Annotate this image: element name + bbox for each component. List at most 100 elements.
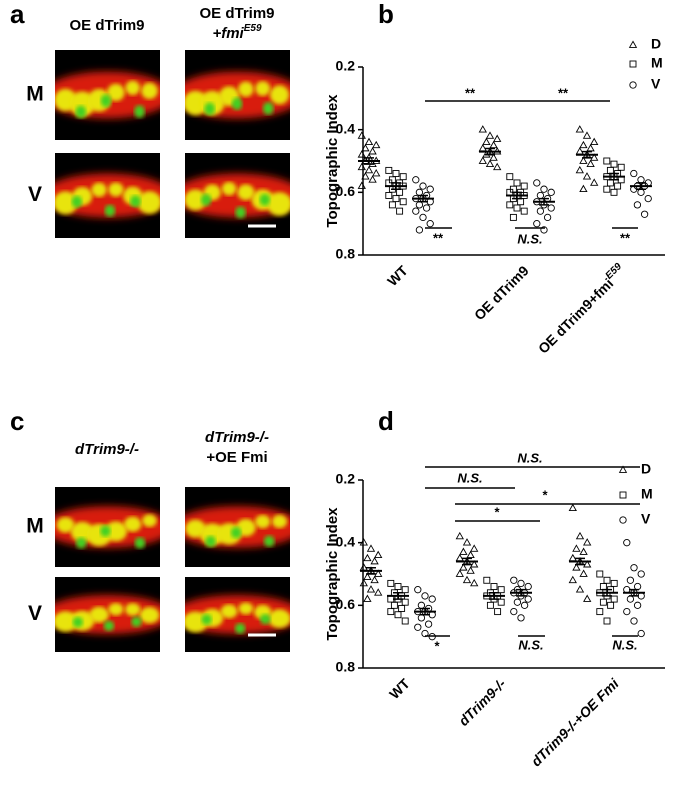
point [390, 601, 398, 609]
green-blob [201, 614, 212, 625]
row-label: M [26, 515, 44, 538]
green-blob [131, 616, 142, 627]
point [489, 153, 498, 161]
green-blob [235, 206, 246, 219]
error-bar [602, 588, 612, 597]
y-tick-label: 0.4 [336, 533, 356, 549]
y-tick-label: 0.2 [336, 471, 356, 487]
point [419, 213, 427, 222]
yellow-blob [271, 514, 288, 529]
point [623, 539, 631, 547]
point [372, 140, 381, 149]
micrograph [185, 153, 290, 238]
point [533, 179, 541, 187]
point [490, 583, 498, 590]
green-blob [205, 535, 216, 548]
point [421, 592, 429, 600]
yellow-blob [268, 609, 290, 628]
point [517, 198, 525, 206]
point [363, 572, 372, 580]
point [401, 586, 409, 594]
y-tick-label: 0.4 [336, 120, 356, 136]
point [387, 608, 395, 616]
point [357, 181, 366, 189]
error-bar [609, 172, 619, 181]
point [426, 185, 434, 193]
point [590, 178, 599, 186]
legend-label: D [641, 461, 651, 477]
error-bar [418, 194, 428, 203]
point [415, 188, 424, 196]
point [610, 188, 618, 196]
significance-label: N.S. [612, 637, 637, 652]
point [633, 601, 642, 609]
x-tick-label: OE dTrim9 [471, 262, 532, 323]
green-blob [264, 535, 275, 547]
error-bar [512, 191, 522, 200]
panel-letter: c [10, 406, 24, 436]
legend-label: V [651, 76, 661, 92]
point [363, 553, 372, 562]
significance-label: N.S. [517, 450, 542, 465]
row-label: M [26, 83, 44, 106]
point [426, 220, 434, 228]
green-blob [231, 97, 243, 111]
point [357, 162, 366, 171]
point [364, 137, 374, 146]
point [623, 607, 631, 616]
point [510, 576, 518, 584]
error-bar [485, 147, 495, 156]
micrograph-content [185, 173, 290, 219]
y-tick-label: 0.2 [336, 58, 356, 74]
point [596, 570, 604, 578]
significance-label: ** [558, 85, 569, 100]
legend-label: D [651, 36, 661, 52]
point [470, 544, 479, 552]
x-tick-label: WT [386, 675, 413, 702]
legend-label: M [651, 55, 663, 71]
point [582, 172, 592, 180]
error-bar [420, 607, 430, 616]
yellow-blob [125, 80, 141, 96]
legend-label: V [641, 511, 651, 527]
point [385, 192, 393, 199]
error-bar [366, 566, 376, 575]
point [572, 544, 581, 552]
error-bar [489, 592, 499, 600]
point [517, 614, 525, 622]
point [586, 143, 595, 152]
yellow-blob [266, 192, 290, 216]
micrograph-content [55, 71, 160, 119]
point [524, 582, 532, 591]
point [568, 503, 577, 512]
panel-letter: d [378, 406, 394, 436]
point [533, 220, 541, 228]
point [419, 182, 427, 190]
point [428, 595, 436, 603]
significance-label: * [434, 638, 440, 653]
micrograph [55, 487, 160, 567]
point [610, 595, 618, 603]
yellow-blob [221, 181, 237, 196]
point [520, 601, 529, 609]
green-blob [134, 105, 145, 118]
green-blob [130, 195, 141, 208]
chart: 0.2 0.4 0.6 0.8 Topographic Index WT OE dTrim9… [324, 36, 665, 356]
point [637, 570, 645, 578]
point [372, 169, 381, 177]
point [470, 578, 479, 587]
row-label: V [28, 602, 42, 625]
point [486, 601, 494, 609]
error-bar [629, 588, 639, 597]
column-label: dTrim9-/- [205, 429, 269, 446]
y-tick-label: 0.8 [336, 246, 356, 262]
error-bar [393, 592, 403, 600]
point [370, 575, 379, 584]
micrograph-content [55, 595, 160, 634]
green-blob [259, 613, 271, 625]
yellow-blob [220, 604, 238, 619]
point [414, 586, 422, 594]
point [644, 194, 652, 203]
point [630, 617, 638, 625]
